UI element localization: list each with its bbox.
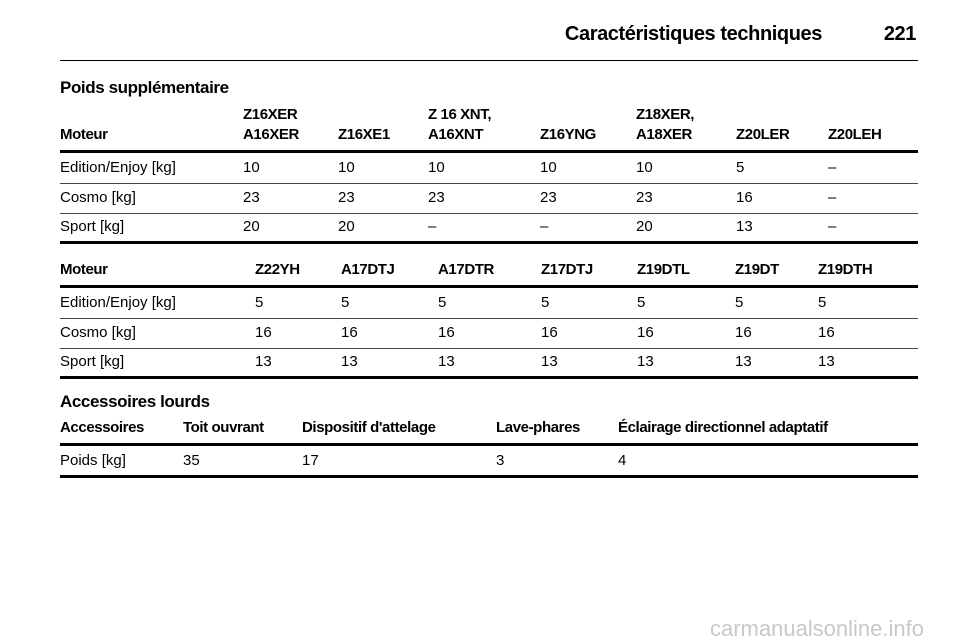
- column-header: Z16YNG: [540, 126, 596, 143]
- table-cell: 5: [341, 294, 350, 311]
- table-cell: 10: [428, 159, 445, 176]
- column-header: Z20LER: [736, 126, 790, 143]
- column-header: Éclairage directionnel adaptatif: [618, 419, 828, 436]
- section-title: Accessoires lourds: [60, 392, 210, 411]
- section-title: Poids supplémentaire: [60, 78, 229, 97]
- table-rule-thick: [60, 285, 918, 288]
- table-cell: 23: [338, 188, 355, 206]
- column-header: Z22YH: [255, 261, 300, 278]
- table-cell: Poids [kg]: [60, 452, 126, 469]
- table-cell: Sport [kg]: [60, 353, 125, 370]
- table-cell: 13: [341, 353, 358, 370]
- table-cell: Edition/Enjoy [kg]: [60, 294, 176, 311]
- table-cell: 16: [255, 323, 272, 341]
- table-cell: 16: [735, 323, 752, 341]
- table-cell: 13: [736, 218, 753, 235]
- table-cell: 13: [637, 353, 654, 370]
- table-cell: 16: [341, 323, 358, 341]
- column-header: Moteur: [60, 126, 108, 143]
- table-cell: Sport [kg]: [60, 218, 125, 235]
- table-rule: [60, 183, 918, 184]
- table-cell: 5: [736, 159, 745, 176]
- column-header: Z19DTH: [818, 261, 873, 278]
- table-cell: 16: [438, 323, 455, 341]
- table-cell: 23: [428, 188, 445, 206]
- table-cell: –: [828, 188, 837, 206]
- column-header: A16XNT: [428, 126, 484, 143]
- table-cell: –: [540, 218, 549, 235]
- table-cell: 23: [636, 188, 653, 206]
- header-title: Caractéristiques techniques: [564, 23, 822, 45]
- table-cell: 5: [818, 294, 827, 311]
- table-cell: 16: [637, 323, 654, 341]
- table-rule: [60, 318, 918, 319]
- table-cell: 5: [541, 294, 550, 311]
- table-cell: 16: [541, 323, 558, 341]
- table-cell: 16: [736, 188, 753, 206]
- table-cell: 10: [243, 159, 260, 176]
- table-cell: Cosmo [kg]: [60, 323, 136, 341]
- table-cell: 20: [636, 218, 653, 235]
- column-header: Z16XER: [243, 106, 298, 123]
- column-header: Z16XE1: [338, 126, 390, 143]
- table-cell: 13: [438, 353, 455, 370]
- table-cell: Cosmo [kg]: [60, 188, 136, 206]
- table-rule: [60, 212, 918, 214]
- table-rule-thick: [60, 241, 918, 244]
- table-cell: 13: [735, 353, 752, 370]
- table-cell: 13: [818, 353, 835, 370]
- table-cell: 17: [302, 452, 319, 469]
- column-header: A17DTJ: [341, 261, 395, 278]
- table-cell: 10: [338, 159, 355, 176]
- table-cell: 23: [540, 188, 557, 206]
- table-cell: Edition/Enjoy [kg]: [60, 159, 176, 176]
- table-cell: –: [828, 159, 837, 176]
- table-cell: 20: [338, 218, 355, 235]
- column-header: Z18XER,: [636, 106, 695, 123]
- table-cell: –: [428, 218, 437, 235]
- column-header: Z20LEH: [828, 126, 882, 143]
- column-header: Dispositif d'attelage: [302, 419, 436, 436]
- column-header: A18XER: [636, 126, 692, 143]
- header-rule: [60, 60, 918, 61]
- table-rule-thick: [60, 475, 918, 478]
- table-cell: 13: [541, 353, 558, 370]
- table-cell: 13: [255, 353, 272, 370]
- table-cell: 5: [735, 294, 744, 311]
- table-rule-thick: [60, 376, 918, 379]
- table-cell: 10: [636, 159, 653, 176]
- table-cell: 3: [496, 452, 505, 469]
- table-rule-thick: [60, 150, 918, 153]
- table-cell: 4: [618, 452, 627, 469]
- table-cell: 20: [243, 218, 260, 235]
- column-header: Accessoires: [60, 419, 144, 436]
- column-header: Z19DT: [735, 261, 779, 278]
- column-header: Moteur: [60, 261, 108, 278]
- table-rule-thick: [60, 443, 918, 446]
- table-cell: 5: [438, 294, 447, 311]
- column-header: Lave-phares: [496, 419, 580, 436]
- table-cell: –: [828, 218, 837, 235]
- table-cell: 10: [540, 159, 557, 176]
- table-cell: 5: [637, 294, 646, 311]
- table-cell: 23: [243, 188, 260, 206]
- column-header: Toit ouvrant: [183, 419, 264, 436]
- column-header: A16XER: [243, 126, 299, 143]
- column-header: Z17DTJ: [541, 261, 593, 278]
- column-header: Z19DTL: [637, 261, 690, 278]
- watermark: carmanualsonline.info: [709, 616, 924, 641]
- table-cell: 35: [183, 452, 200, 469]
- page-number: 221: [883, 23, 917, 45]
- table-cell: 16: [818, 323, 835, 341]
- column-header: Z 16 XNT,: [428, 106, 492, 123]
- table-rule: [60, 347, 918, 349]
- column-header: A17DTR: [438, 261, 494, 278]
- table-cell: 5: [255, 294, 264, 311]
